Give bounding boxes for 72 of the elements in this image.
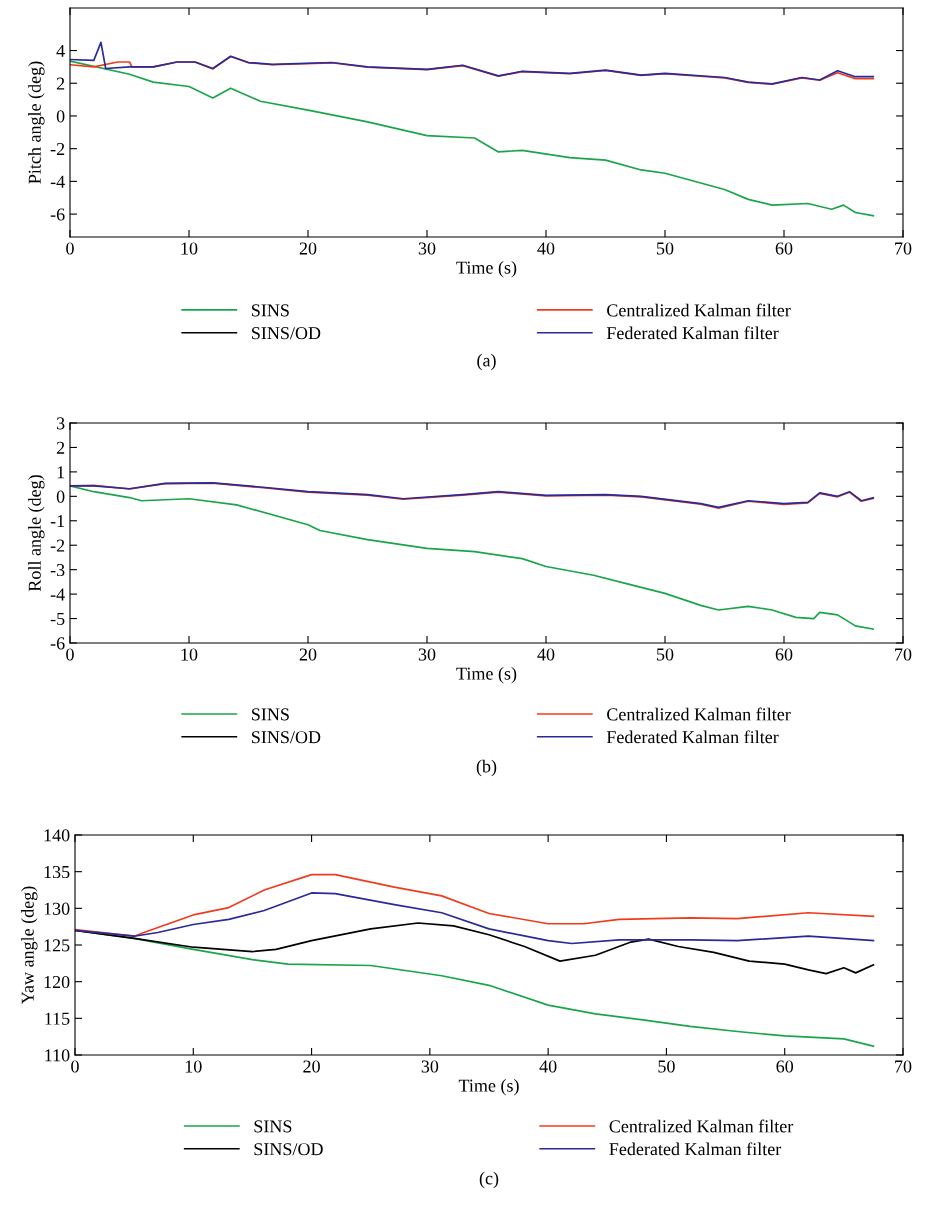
legend-label: SINS (252, 708, 289, 721)
y-axis-title: Roll angle (deg) (28, 475, 45, 592)
x-tick-label: 50 (658, 1060, 675, 1073)
y-tick-label: -5 (50, 613, 65, 625)
line-series (70, 482, 875, 509)
x-tick-label: 10 (185, 1060, 202, 1073)
text: (c) (479, 1171, 499, 1189)
x-tick-label: 50 (657, 242, 674, 255)
legend-label: SINS (252, 304, 289, 317)
y-tick-label: -2 (50, 142, 65, 155)
y-tick-label: -1 (50, 515, 65, 528)
x-tick-label: 30 (421, 1060, 439, 1073)
text: (a) (477, 353, 496, 371)
y-tick-label: -4 (50, 175, 65, 188)
y-tick-label: 120 (44, 975, 70, 989)
y-axis-title: Pitch angle (deg) (28, 61, 45, 184)
x-tick-label: 70 (895, 648, 912, 661)
x-tick-label: 10 (181, 648, 198, 661)
x-tick-label: 60 (775, 648, 793, 661)
x-tick-label: 70 (895, 242, 912, 255)
line-series (70, 41, 875, 85)
y-tick-label: -2 (50, 539, 65, 552)
x-tick-label: 0 (71, 1060, 79, 1073)
y-tick-label: 0 (56, 490, 65, 503)
y-tick-label: 135 (44, 865, 70, 879)
legend-label: Centralized Kalman filter (609, 1119, 794, 1133)
y-tick-label: 2 (56, 441, 65, 454)
x-tick-label: 60 (775, 242, 793, 255)
x-tick-label: 60 (776, 1060, 794, 1073)
legend-label: SINS/OD (252, 731, 321, 744)
y-tick-label: 140 (44, 829, 70, 842)
y-tick-label: -4 (50, 588, 65, 601)
text: (b) (476, 759, 497, 777)
y-tick-label: 0 (56, 110, 65, 123)
x-tick-label: 40 (537, 242, 555, 255)
x-axis-title: Time (s) (458, 1079, 519, 1096)
x-tick-label: 20 (299, 242, 317, 255)
y-tick-label: 125 (44, 939, 70, 952)
legend-label: Federated Kalman filter (606, 730, 779, 744)
legend-label: Federated Kalman filter (609, 1142, 782, 1156)
x-tick-label: 40 (539, 1060, 557, 1073)
line-series (75, 892, 875, 945)
x-tick-label: 30 (418, 648, 436, 661)
y-tick-label: 1 (57, 466, 65, 479)
x-axis-title: Time (s) (456, 261, 517, 278)
x-tick-label: 20 (299, 648, 317, 661)
x-tick-label: 40 (537, 648, 555, 661)
line-series (75, 873, 875, 938)
x-axis-title: Time (s) (456, 667, 517, 684)
x-tick-label: 10 (181, 242, 198, 255)
y-tick-label: 130 (44, 902, 70, 915)
legend-label: Centralized Kalman filter (607, 707, 791, 721)
y-tick-label: 110 (45, 1049, 70, 1062)
y-tick-label: 3 (56, 417, 65, 430)
x-tick-label: 70 (895, 1060, 912, 1073)
legend-label: SINS/OD (252, 327, 321, 340)
x-tick-label: 20 (303, 1060, 320, 1073)
line-series (70, 60, 875, 217)
y-tick-label: 115 (45, 1012, 70, 1025)
x-tick-label: 30 (418, 242, 436, 255)
y-tick-label: -6 (50, 208, 65, 221)
y-tick-label: 2 (56, 77, 65, 90)
legend-label: Centralized Kalman filter (607, 303, 791, 317)
y-tick-label: 4 (56, 44, 65, 57)
y-tick-label: -3 (50, 563, 65, 577)
legend-label: Federated Kalman filter (606, 326, 779, 340)
legend-label: SINS/OD (254, 1143, 323, 1156)
x-tick-label: 50 (657, 648, 674, 661)
y-axis-title: Yaw angle (deg) (21, 886, 38, 1005)
line-series (70, 484, 875, 630)
y-tick-label: -6 (50, 637, 65, 650)
legend-label: SINS (254, 1120, 292, 1133)
